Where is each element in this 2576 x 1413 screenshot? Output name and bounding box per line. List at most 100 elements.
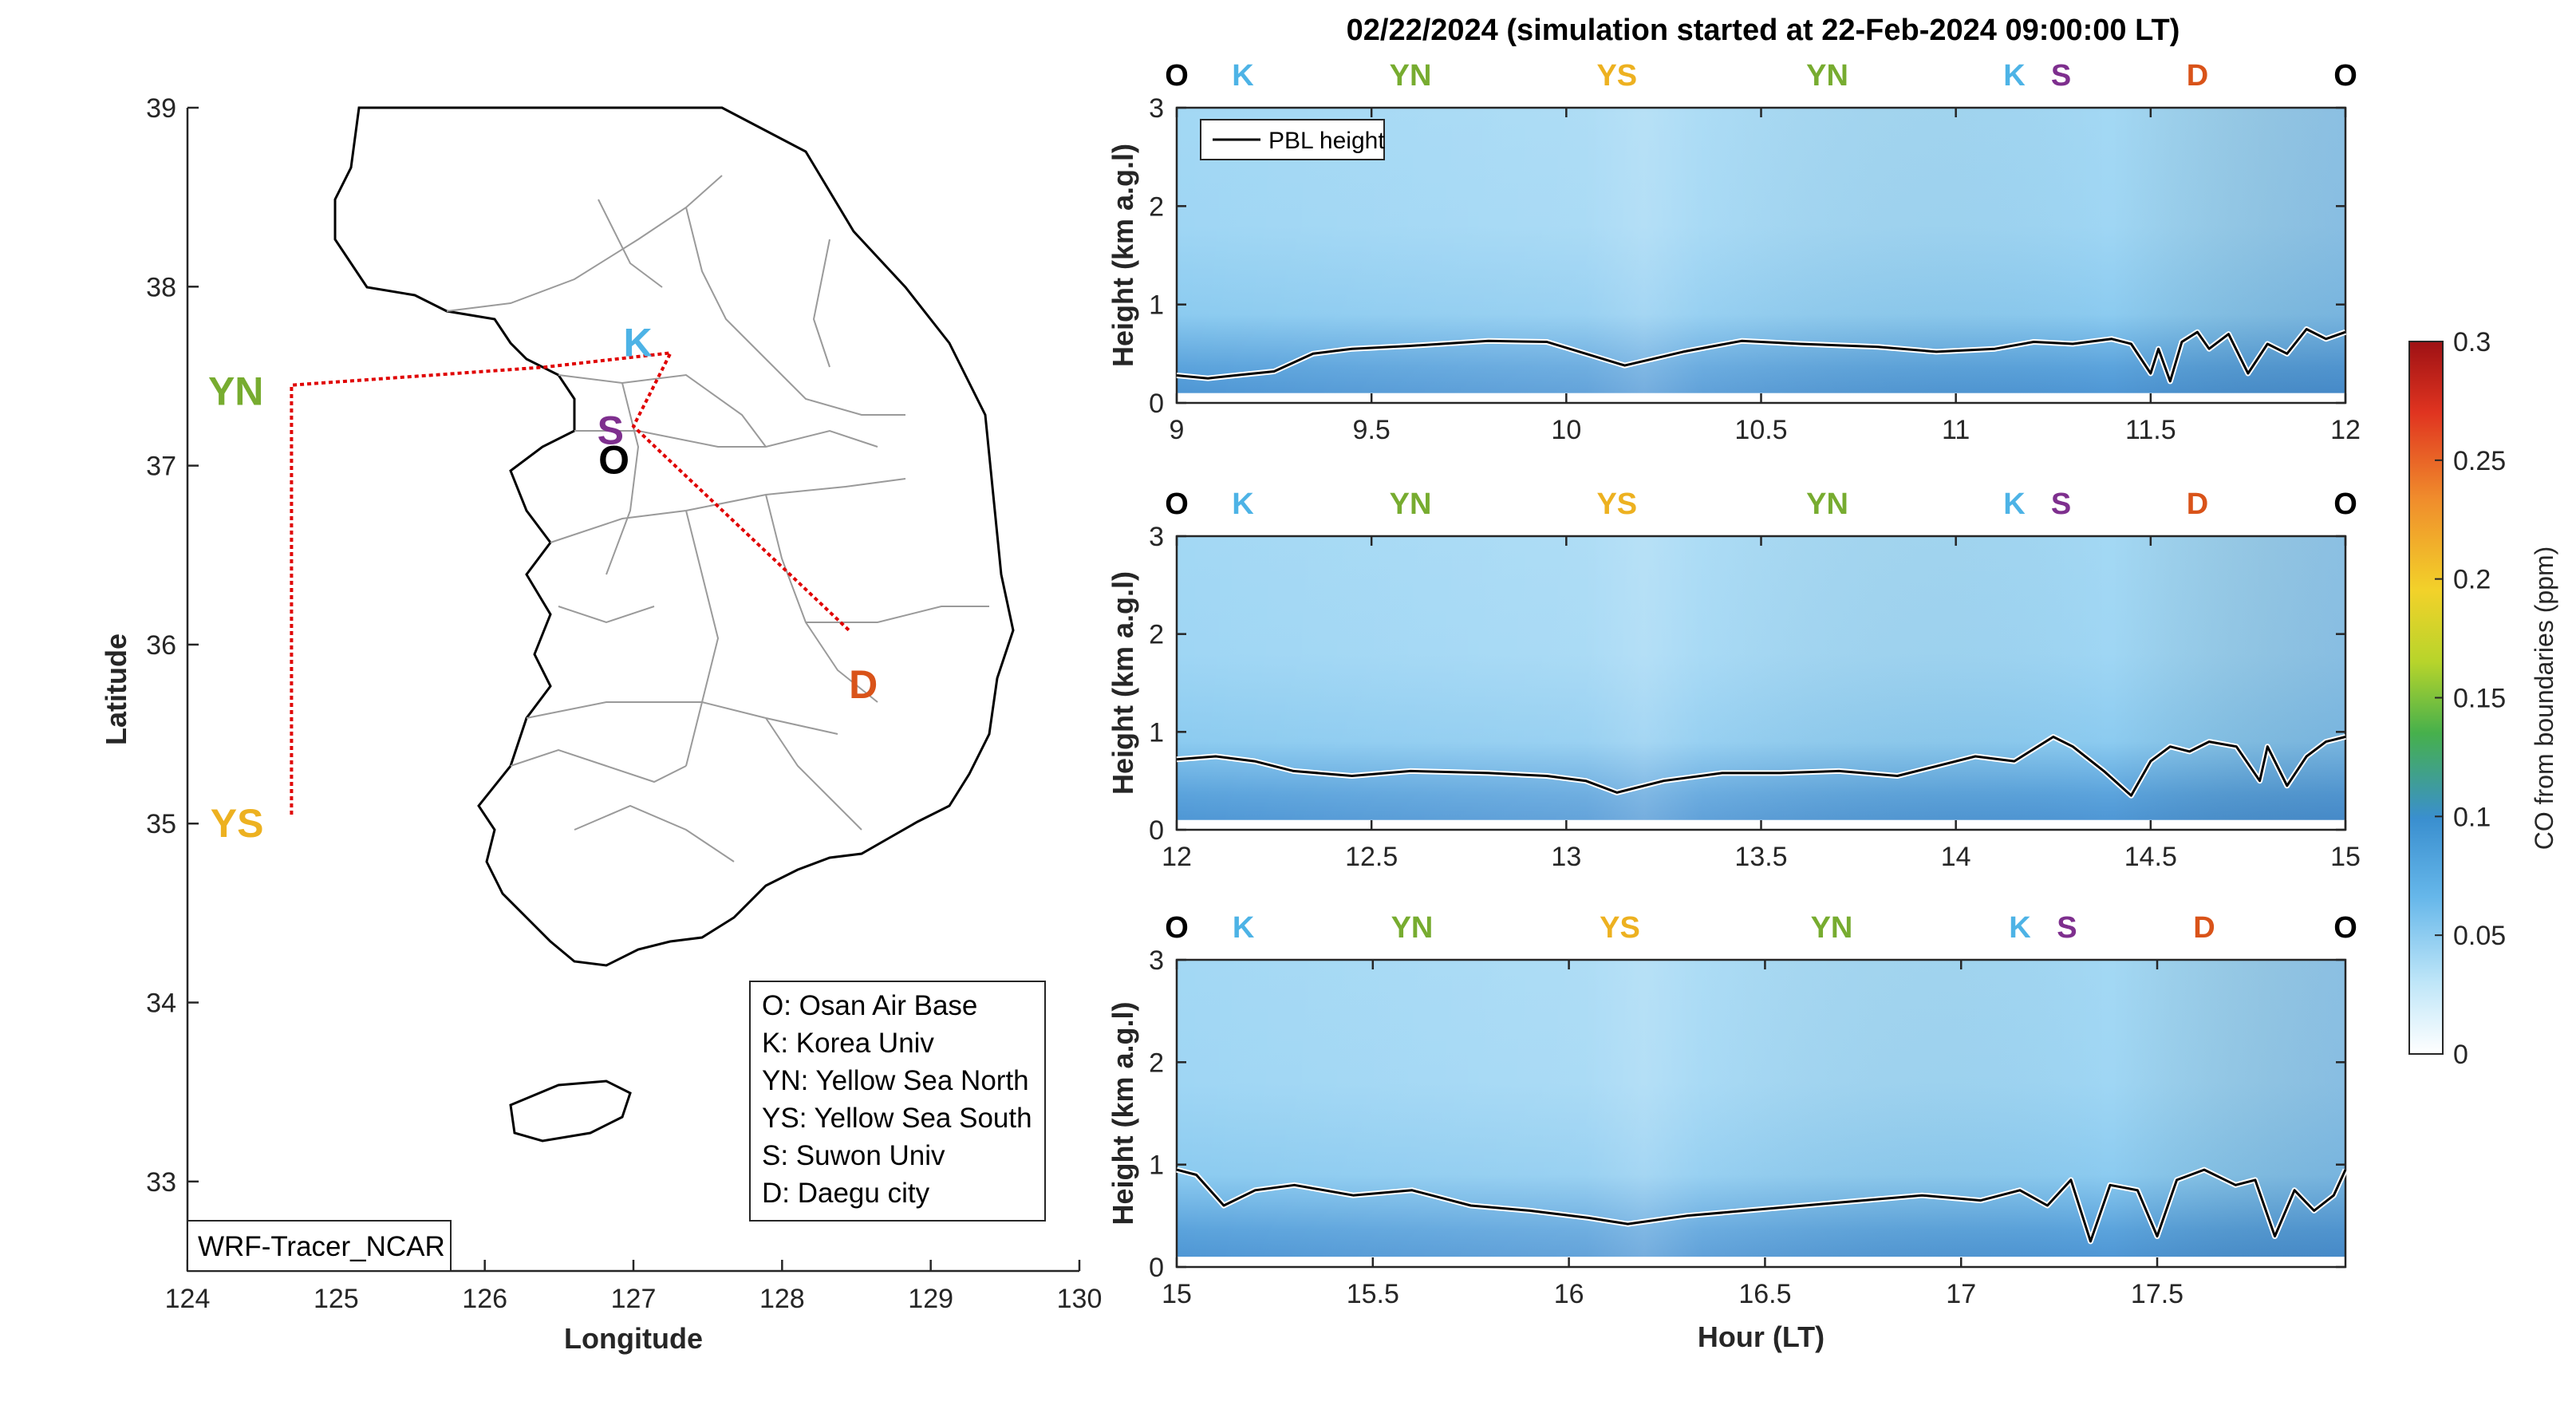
x-tick-label: 15 [2330, 842, 2361, 872]
y-axis-label: Height (km a.g.l) [1107, 1001, 1139, 1225]
site-label-s: S [2051, 487, 2071, 521]
x-tick-label: 17.5 [2131, 1279, 2183, 1309]
x-tick-label: 16 [1554, 1279, 1584, 1309]
site-label-o: O [1165, 487, 1189, 521]
colorbar-label: CO from boundaries (ppm) [2530, 547, 2558, 851]
map-y-tick-label: 34 [146, 989, 176, 1019]
site-label-yn: YN [1806, 487, 1848, 521]
map-x-axis-label: Longitude [564, 1322, 703, 1355]
x-tick-label: 13.5 [1734, 842, 1787, 872]
co-concentration-shading [1177, 536, 2345, 830]
site-label-d: D [2187, 59, 2208, 93]
site-label-k: K [2003, 487, 2026, 521]
site-label-ys: YS [1596, 59, 1637, 93]
y-tick-label: 2 [1149, 620, 1164, 650]
x-tick-label: 10.5 [1734, 415, 1787, 445]
curtain-axes-frame [1175, 958, 2347, 1269]
legend-entry: YS: Yellow Sea South [762, 1103, 1032, 1134]
legend-entry: O: Osan Air Base [762, 990, 977, 1021]
x-tick-label: 12.5 [1345, 842, 1398, 872]
co-concentration-shading [1177, 960, 2345, 1267]
site-label-d: D [2193, 911, 2215, 945]
map-y-tick-label: 36 [146, 630, 176, 661]
map-x-tick-label: 124 [165, 1284, 211, 1314]
map-site-label-d: D [849, 662, 878, 707]
map-x-tick-label: 127 [611, 1284, 657, 1314]
site-label-k: K [1232, 487, 1254, 521]
site-label-d: D [2187, 487, 2208, 521]
y-tick-label: 1 [1149, 290, 1164, 321]
pbl-height-line [1176, 736, 2346, 797]
x-tick-label: 13 [1551, 842, 1581, 872]
map-y-tick-label: 39 [146, 93, 176, 124]
colorbar-tick-label: 0.05 [2453, 921, 2506, 951]
model-label: WRF-Tracer_NCAR [198, 1231, 445, 1262]
x-tick-label: 14 [1941, 842, 1971, 872]
site-label-s: S [2051, 59, 2071, 93]
pbl-height-line [1176, 1168, 2347, 1243]
site-label-yn: YN [1390, 59, 1432, 93]
legend-entry: D: Daegu city [762, 1178, 930, 1209]
ground-gap [1177, 1257, 2345, 1267]
map-site-label-s: S [598, 409, 624, 453]
x-tick-label: 17 [1946, 1279, 1976, 1309]
x-tick-label: 11.5 [2125, 415, 2176, 445]
y-tick-label: 3 [1149, 945, 1164, 976]
map-site-label-o: O [598, 437, 629, 482]
figure-title: 02/22/2024 (simulation started at 22-Feb… [1347, 14, 2180, 47]
x-axis-label: Hour (LT) [1698, 1320, 1825, 1353]
colorbar-tick-label: 0.3 [2453, 327, 2491, 357]
y-tick-label: 0 [1149, 815, 1164, 846]
model-label-box [187, 1220, 452, 1272]
map-x-tick-label: 128 [759, 1284, 805, 1314]
flight-track [290, 350, 850, 815]
y-axis-label: Height (km a.g.l) [1107, 144, 1139, 367]
y-tick-label: 3 [1149, 522, 1164, 552]
legend-entry: K: Korea Univ [762, 1028, 934, 1059]
y-tick-label: 0 [1149, 1253, 1164, 1283]
x-tick-label: 15.5 [1347, 1279, 1399, 1309]
site-label-k: K [1233, 911, 1255, 945]
map-site-label-yn: YN [208, 369, 263, 414]
curtain-panel-3: 15 15.5 16 16.5 17 17.5 0 1 2 3 Height (km a.g.l) H… [1107, 911, 2357, 1353]
colorbar-tick-label: 0.25 [2453, 446, 2506, 476]
site-label-o: O [2333, 911, 2357, 945]
site-label-k: K [2003, 59, 2026, 93]
colorbar-tick-label: 0.1 [2453, 802, 2491, 832]
site-label-yn: YN [1391, 911, 1434, 945]
site-label-o: O [1165, 911, 1189, 945]
map-y-tick-label: 33 [146, 1167, 176, 1198]
map-site-label-ys: YS [211, 801, 264, 846]
colorbar-ticks: 0 0.05 0.1 0.15 0.2 0.25 0.3 [2435, 327, 2506, 1070]
site-label-k: K [2009, 911, 2031, 945]
map-y-ticks: 33 34 35 36 37 38 39 [146, 93, 199, 1198]
colorbar-tick-label: 0.2 [2453, 565, 2491, 595]
map-site-label-k: K [624, 320, 653, 365]
site-legend-box [749, 981, 1046, 1222]
site-label-yn: YN [1811, 911, 1853, 945]
colorbar-tick-label: 0 [2453, 1040, 2468, 1070]
y-tick-label: 1 [1149, 1151, 1164, 1181]
korea-coastline [333, 106, 1015, 967]
legend-entry: YN: Yellow Sea North [762, 1065, 1029, 1096]
y-axis-label: Height (km a.g.l) [1107, 571, 1139, 795]
x-tick-label: 11 [1942, 415, 1970, 445]
map-x-tick-label: 126 [462, 1284, 507, 1314]
site-label-yn: YN [1806, 59, 1848, 93]
map-x-tick-label: 130 [1057, 1284, 1103, 1314]
map-y-tick-label: 38 [146, 272, 176, 302]
x-tick-label: 9.5 [1353, 415, 1391, 445]
colorbar: 0 0.05 0.1 0.15 0.2 0.25 0.3 CO from boundarie… [2408, 327, 2558, 1070]
site-label-o: O [2333, 59, 2357, 93]
site-label-ys: YS [1596, 487, 1637, 521]
colorbar-tick-label: 0.15 [2453, 684, 2506, 714]
map-x-tick-label: 125 [314, 1284, 359, 1314]
pbl-height-line [1176, 328, 2346, 383]
y-tick-label: 2 [1149, 191, 1164, 222]
y-tick-label: 2 [1149, 1048, 1164, 1078]
y-tick-label: 1 [1149, 717, 1164, 748]
site-label-o: O [2333, 487, 2357, 521]
